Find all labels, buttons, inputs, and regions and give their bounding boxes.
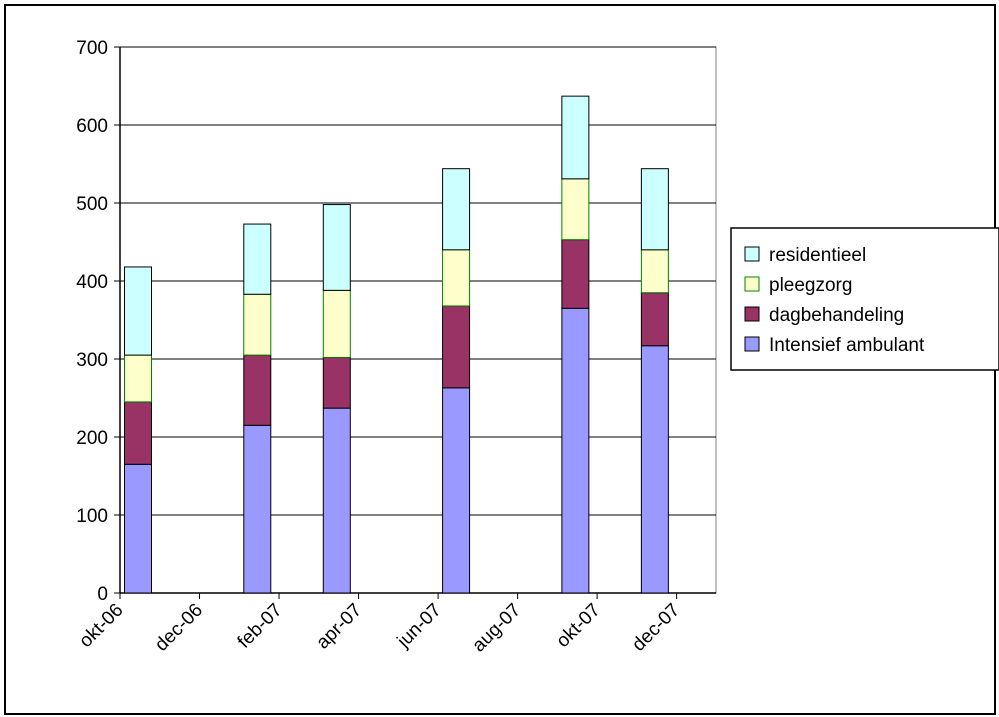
bar-segment <box>243 424 272 594</box>
legend-swatch <box>744 306 760 322</box>
bar-segment <box>243 354 272 426</box>
y-tick-label: 100 <box>76 506 108 527</box>
bar-segment <box>640 249 669 294</box>
legend-label: residentieel <box>769 245 866 266</box>
bar-segment <box>124 401 152 465</box>
bar-segment <box>124 463 152 594</box>
legend-swatch <box>744 246 760 262</box>
y-tick-label: 200 <box>76 428 108 449</box>
legend-swatch <box>744 276 760 292</box>
bar-segment <box>561 95 590 180</box>
bar-segment <box>442 387 471 594</box>
x-tick-label: feb-07 <box>234 600 287 653</box>
bar-segment <box>124 266 152 356</box>
bar-segment <box>322 204 351 291</box>
bar-segment <box>442 168 471 251</box>
y-tick-label: 600 <box>76 116 108 137</box>
legend-swatch <box>744 336 760 352</box>
x-tick-label: dec-07 <box>628 600 684 656</box>
bar-segment <box>561 307 590 594</box>
legend-label: pleegzorg <box>769 275 852 296</box>
y-tick-label: 0 <box>97 584 108 605</box>
bar-segment <box>640 292 669 347</box>
bar-segment <box>561 178 590 241</box>
bar-segment <box>442 249 471 307</box>
bar-segment <box>561 239 590 309</box>
bar-segment <box>322 407 351 594</box>
y-tick-label: 400 <box>76 272 108 293</box>
legend-label: dagbehandeling <box>769 305 904 326</box>
y-tick-label: 700 <box>76 38 108 59</box>
y-tick-label: 300 <box>76 350 108 371</box>
x-tick-label: okt-07 <box>552 600 604 652</box>
x-tick-label: okt-06 <box>75 600 127 652</box>
x-tick-label: dec-06 <box>151 600 207 656</box>
plot-area <box>119 46 717 594</box>
bar-segment <box>124 354 152 403</box>
bar-segment <box>640 345 669 594</box>
x-tick-label: aug-07 <box>468 600 525 657</box>
y-tick-label: 500 <box>76 194 108 215</box>
bar-segment <box>322 289 351 358</box>
legend-label: Intensief ambulant <box>769 335 925 356</box>
bar-segment <box>243 223 272 295</box>
bar-segment <box>442 305 471 389</box>
bar-segment <box>640 168 669 251</box>
x-tick-label: jun-07 <box>393 600 446 653</box>
legend <box>730 227 999 371</box>
x-tick-label: apr-07 <box>312 600 366 654</box>
bar-segment <box>322 356 351 409</box>
bar-segment <box>243 293 272 356</box>
